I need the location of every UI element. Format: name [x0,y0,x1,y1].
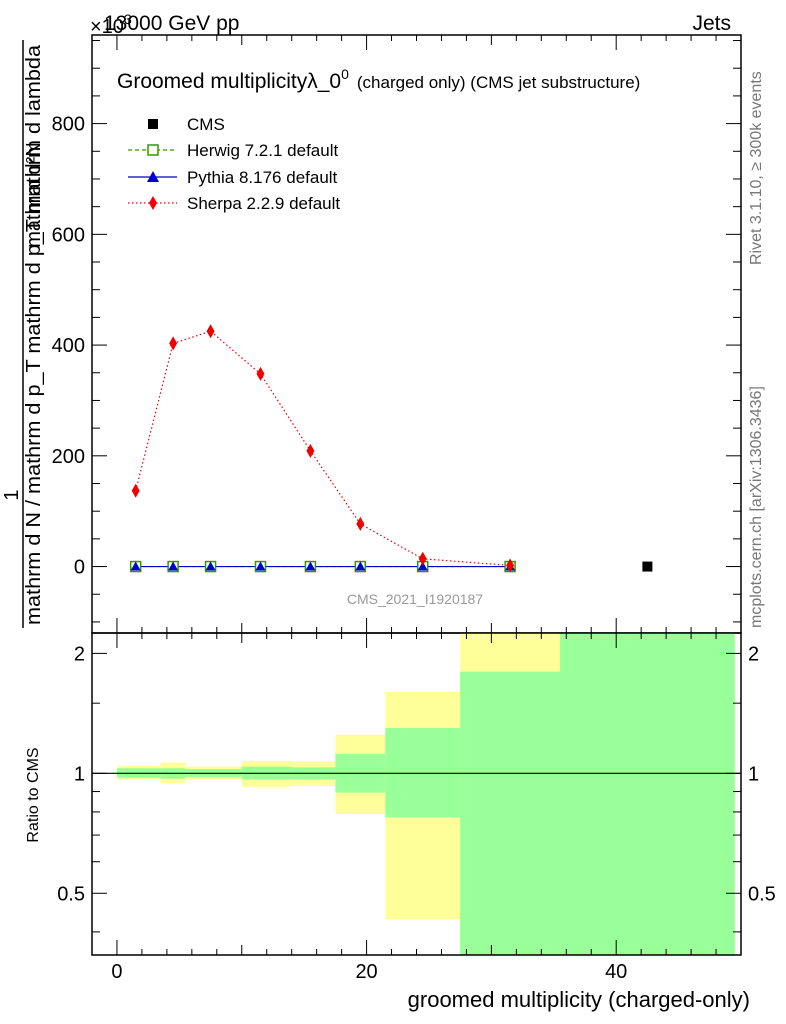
top-panel-data [129,324,653,573]
watermark: CMS_2021_I1920187 [347,591,483,607]
ratio-panel-data [92,633,741,955]
xtick-label: 20 [355,961,377,983]
top-ytick-label: 0 [74,557,85,579]
ratio-ytick-label-left: 2 [74,643,85,665]
energy-label: 13000 GeV pp [104,12,239,35]
ratio-ytick-label-left: 1 [74,763,85,785]
legend-cms-marker [148,119,158,129]
top-ytick-label: 600 [52,224,85,246]
ylabel-numerator: mathrm d²N [23,142,45,248]
ylabel-one: 1 [1,489,23,500]
series-2-point-3 [255,561,266,571]
top-panel-ticks: 0 200 400 600 800 [52,35,742,633]
plot-title-sup: 0 [341,66,349,82]
legend-sherpa-marker [149,196,157,210]
series-3-point-1 [169,336,178,351]
rivet-label: Rivet 3.1.10, ≥ 300k events [748,71,765,265]
plot-title: Groomed multiplicityλ_00 (charged only) (… [117,66,640,93]
series-2-point-6 [417,561,428,571]
legend: CMS Herwig 7.2.1 default Pythia 8.176 de… [128,115,340,213]
legend-sherpa-label: Sherpa 2.2.9 default [187,194,340,213]
series-3-point-2 [206,324,215,339]
mcplots-label: mcplots.cern.ch [arXiv:1306.3436] [748,386,765,628]
legend-herwig-label: Herwig 7.2.1 default [187,141,338,160]
ratio-ytick-label-right: 0.5 [748,883,776,905]
series-3-point-5 [356,516,365,531]
ratio-ytick-label-left: 0.5 [57,883,85,905]
ratio-ytick-label-right: 1 [748,763,759,785]
xtick-label: 0 [111,961,122,983]
legend-herwig-marker [147,144,159,156]
stat-band-8 [560,633,735,955]
stat-band-6 [385,727,461,818]
stat-band-7 [460,671,561,955]
xlabel: groomed multiplicity (charged-only) [408,987,750,1012]
series-3-point-0 [131,483,140,498]
exponent-label: ×103 [90,11,132,38]
ylabel-denominator: mathrm d N / mathrm d p_T mathrm d p_T m… [23,44,45,625]
series-3-point-6 [418,551,427,566]
top-ytick-label: 800 [52,114,85,136]
series-line-3 [135,330,511,567]
series-2-point-4 [305,561,316,571]
series-2-point-5 [355,561,366,571]
plot-title-note: (charged only) (CMS jet substructure) [357,73,640,92]
series-2-point-1 [168,561,179,571]
series-3-point-4 [306,443,315,458]
plot-title-main: Groomed multiplicityλ_0 [117,70,341,93]
series-0-point-8 [642,561,653,572]
top-ytick-label: 200 [52,446,85,468]
xtick-label: 40 [605,961,627,983]
ratio-ylabel: Ratio to CMS [25,747,42,842]
ratio-panel-ticks: 0.5 0.51 12 20 20 40 [57,633,776,983]
series-3-point-7 [506,558,515,573]
legend-pythia-label: Pythia 8.176 default [187,168,338,187]
process-label: Jets [692,12,731,35]
series-3-point-3 [256,366,265,381]
ratio-ytick-label-right: 2 [748,643,759,665]
series-2-point-0 [130,561,141,571]
series-2-point-2 [205,561,216,571]
legend-cms-label: CMS [187,115,225,134]
legend-pythia-marker [147,171,159,182]
top-ytick-label: 400 [52,335,85,357]
